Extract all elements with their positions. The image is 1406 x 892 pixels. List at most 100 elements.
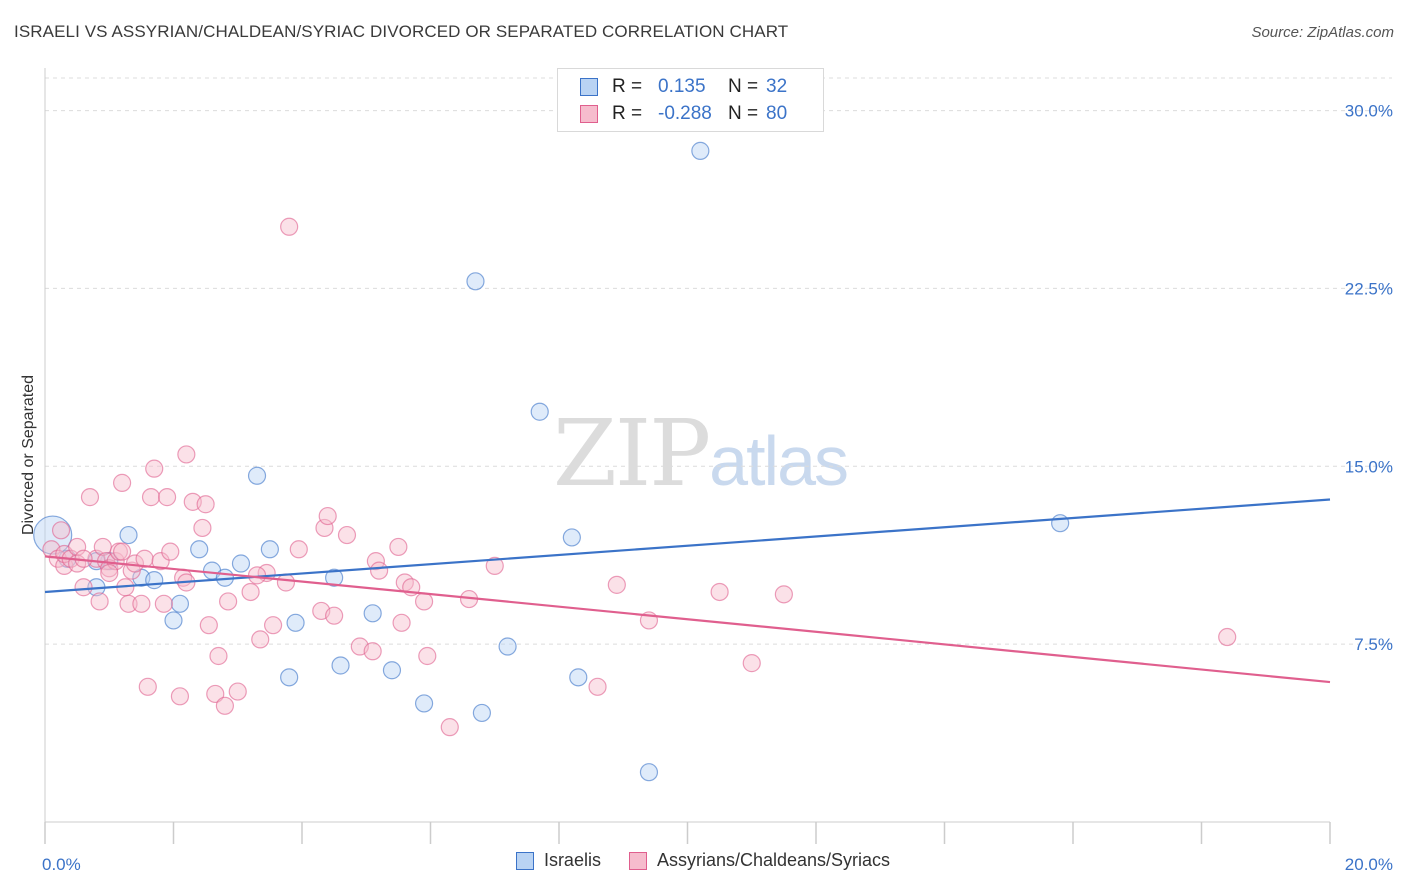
data-point (530, 402, 549, 421)
y-tick-label: 15.0% (1345, 457, 1393, 476)
trend-line (44, 555, 1331, 684)
data-point (170, 594, 190, 613)
data-point (231, 554, 251, 573)
data-point (382, 661, 402, 680)
data-point (157, 488, 177, 507)
data-point (219, 592, 238, 611)
data-point (251, 630, 270, 649)
data-point (276, 573, 296, 592)
data-point (164, 611, 183, 630)
data-point (325, 568, 344, 587)
source-credit: Source: ZipAtlas.com (1251, 24, 1394, 41)
data-point (206, 684, 225, 704)
trend-line (44, 498, 1331, 594)
data-point (562, 528, 581, 547)
data-point (145, 459, 164, 478)
data-point (190, 540, 209, 559)
data-point (196, 495, 215, 514)
data-point (710, 582, 729, 602)
y-tick-label: 7.5% (1354, 635, 1393, 654)
point-layer (33, 141, 1237, 782)
legend-r-label: R = (612, 103, 643, 124)
axis-layer (44, 68, 1331, 844)
data-point (228, 682, 247, 701)
data-point (215, 696, 234, 715)
y-tick-label: 30.0% (1345, 102, 1393, 121)
data-point (161, 542, 180, 561)
stats-legend: R = 0.135 N = 32 R = -0.288 N = 80 (557, 68, 824, 132)
x-tick-label: 20.0% (1345, 855, 1393, 874)
data-point (363, 604, 382, 623)
data-point (138, 677, 157, 696)
data-point (112, 473, 132, 492)
data-point (74, 578, 93, 597)
data-point (466, 272, 485, 291)
data-point (1051, 514, 1070, 533)
data-point (280, 668, 299, 687)
legend-n-value: 80 (766, 103, 788, 124)
data-point (247, 466, 267, 485)
label-layer: 7.5% 15.0% 22.5% 30.0% 0.0% 20.0% Divorced or … (20, 102, 1393, 874)
legend-n-value: 32 (766, 76, 788, 97)
series-legend: Israelis Assyrians/Chaldeans/Syriacs (0, 850, 1406, 871)
data-point (141, 488, 161, 507)
watermark: ZIPatlas (553, 400, 849, 507)
data-point (331, 656, 350, 675)
legend-row-assyrians: R = -0.288 N = 80 (580, 101, 836, 127)
y-axis-label: Divorced or Separated (20, 375, 37, 535)
data-point (414, 592, 434, 611)
data-point (51, 521, 71, 540)
data-point (112, 542, 132, 561)
data-point (280, 217, 299, 236)
data-point (440, 718, 459, 737)
series-label-assyrians: Assyrians/Chaldeans/Syriacs (656, 850, 891, 870)
data-point (315, 518, 334, 538)
data-point (263, 616, 283, 635)
y-tick-label: 22.5% (1345, 279, 1393, 298)
watermark-atlas: atlas (709, 422, 849, 500)
data-point (199, 616, 218, 635)
legend-swatch-assyrians (580, 105, 598, 123)
legend-r-label: R = (612, 76, 643, 97)
data-point (154, 594, 173, 613)
data-point (318, 506, 337, 526)
data-point (193, 518, 212, 538)
data-point (80, 488, 100, 507)
data-point (389, 537, 408, 557)
legend-r-value: -0.288 (658, 103, 712, 124)
data-point (132, 594, 151, 613)
data-point (569, 668, 588, 687)
data-point (370, 561, 389, 580)
trend-layer (44, 498, 1331, 684)
data-point (363, 642, 382, 661)
data-point (289, 540, 308, 559)
watermark-zip: ZIP (553, 400, 711, 507)
data-point (366, 552, 385, 571)
data-point (1218, 627, 1237, 647)
legend-n-label: N = (728, 76, 759, 97)
series-label-israelis: Israelis (543, 850, 601, 870)
legend-r-value: 0.135 (658, 76, 706, 97)
data-point (588, 677, 607, 696)
x-tick-label: 0.0% (42, 855, 81, 874)
data-point (607, 575, 626, 594)
data-point (90, 592, 109, 611)
legend-swatch-israelis (580, 78, 598, 96)
series-legend-israelis: Israelis (515, 850, 601, 871)
series-swatch-assyrians (628, 851, 647, 870)
data-point (170, 687, 190, 706)
data-point (742, 654, 761, 673)
data-point (414, 694, 434, 713)
series-swatch-israelis (515, 851, 534, 870)
data-point (100, 563, 119, 583)
data-point (177, 445, 196, 464)
data-point (472, 703, 491, 723)
data-point (209, 646, 228, 666)
data-point (286, 613, 305, 632)
data-point (260, 540, 279, 559)
data-point (145, 571, 164, 590)
legend-row-israelis: R = 0.135 N = 32 (580, 74, 836, 100)
data-point (392, 613, 411, 632)
series-legend-assyrians: Assyrians/Chaldeans/Syriacs (628, 850, 891, 871)
data-point (119, 525, 138, 545)
